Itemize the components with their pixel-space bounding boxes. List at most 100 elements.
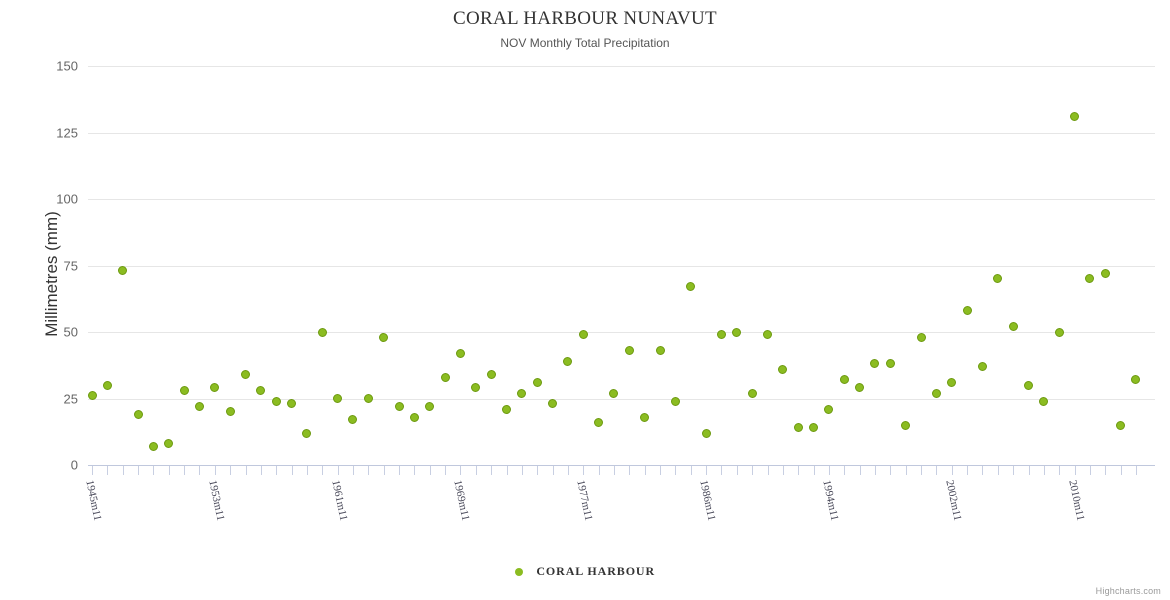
x-axis-tick xyxy=(736,466,738,475)
y-axis-tick-label: 125 xyxy=(56,125,78,140)
x-axis-tick xyxy=(337,466,339,475)
data-point[interactable] xyxy=(686,282,696,292)
x-axis-tick xyxy=(521,466,523,475)
x-axis-tick xyxy=(890,466,892,475)
data-point[interactable] xyxy=(962,306,972,316)
data-point[interactable] xyxy=(548,399,558,409)
data-point[interactable] xyxy=(870,359,880,369)
data-point[interactable] xyxy=(670,396,680,406)
data-point[interactable] xyxy=(502,404,512,414)
data-point[interactable] xyxy=(1100,268,1110,278)
data-point[interactable] xyxy=(931,388,941,398)
data-point[interactable] xyxy=(977,362,987,372)
data-point[interactable] xyxy=(824,404,834,414)
data-point[interactable] xyxy=(1024,380,1033,390)
data-point[interactable] xyxy=(732,327,742,337)
data-point[interactable] xyxy=(701,428,711,438)
data-point[interactable] xyxy=(640,412,650,422)
x-axis-tick xyxy=(491,466,493,475)
data-point[interactable] xyxy=(793,423,803,433)
data-point[interactable] xyxy=(517,388,527,398)
data-point[interactable] xyxy=(317,327,327,337)
x-axis-tick xyxy=(1013,466,1015,475)
data-point[interactable] xyxy=(379,332,389,342)
data-point[interactable] xyxy=(839,375,849,385)
data-point[interactable] xyxy=(1054,327,1064,337)
data-point[interactable] xyxy=(179,386,189,396)
data-point[interactable] xyxy=(194,401,204,411)
x-axis-tick xyxy=(782,466,784,475)
data-point[interactable] xyxy=(210,383,220,393)
x-axis-tick xyxy=(905,466,907,475)
data-point[interactable] xyxy=(1008,322,1018,332)
x-axis-tick xyxy=(951,466,953,475)
x-axis-tick xyxy=(414,466,416,475)
data-point[interactable] xyxy=(363,394,373,403)
data-point[interactable] xyxy=(164,439,174,449)
data-point[interactable] xyxy=(271,396,281,406)
x-axis-tick xyxy=(1105,466,1107,475)
data-point[interactable] xyxy=(624,346,634,356)
data-point[interactable] xyxy=(594,417,604,427)
x-axis-tick xyxy=(184,466,186,475)
x-axis-tick xyxy=(1120,466,1122,475)
x-axis-tick xyxy=(613,466,615,475)
data-point[interactable] xyxy=(333,394,343,403)
data-point[interactable] xyxy=(1070,112,1080,122)
data-point[interactable] xyxy=(1116,420,1126,430)
data-point[interactable] xyxy=(901,420,911,430)
data-point[interactable] xyxy=(394,401,404,411)
data-point[interactable] xyxy=(563,356,573,366)
data-point[interactable] xyxy=(578,330,588,340)
data-point[interactable] xyxy=(885,359,895,369)
data-point[interactable] xyxy=(747,388,757,398)
data-point[interactable] xyxy=(778,364,788,374)
data-point[interactable] xyxy=(947,378,957,388)
data-point[interactable] xyxy=(993,274,1003,284)
data-point[interactable] xyxy=(916,332,926,342)
x-axis-tick xyxy=(644,466,646,475)
data-point[interactable] xyxy=(532,378,542,388)
credits-label[interactable]: Highcharts.com xyxy=(1095,586,1161,596)
x-axis-tick xyxy=(445,466,447,475)
data-point[interactable] xyxy=(455,348,465,358)
legend-item-coral-harbour[interactable]: CORAL HARBOUR xyxy=(514,563,656,581)
x-axis-tick xyxy=(1028,466,1030,475)
data-point[interactable] xyxy=(655,346,665,356)
data-point[interactable] xyxy=(809,423,819,433)
gridline xyxy=(88,332,1155,333)
data-point[interactable] xyxy=(148,441,158,451)
plot-area xyxy=(87,66,1155,466)
data-point[interactable] xyxy=(287,399,297,409)
data-point[interactable] xyxy=(486,370,496,380)
data-point[interactable] xyxy=(609,388,619,398)
data-point[interactable] xyxy=(763,330,772,340)
x-axis-tick xyxy=(1043,466,1045,475)
data-point[interactable] xyxy=(440,372,450,382)
x-axis-tick xyxy=(967,466,969,475)
data-point[interactable] xyxy=(1131,375,1141,385)
data-point[interactable] xyxy=(348,415,358,425)
data-point[interactable] xyxy=(102,380,112,390)
data-point[interactable] xyxy=(118,266,128,276)
data-point[interactable] xyxy=(855,383,865,393)
data-point[interactable] xyxy=(87,391,97,401)
data-point[interactable] xyxy=(409,412,419,422)
data-point[interactable] xyxy=(716,330,726,340)
x-axis-tick-label: 1961m11 xyxy=(328,479,350,522)
data-point[interactable] xyxy=(133,409,143,419)
data-point[interactable] xyxy=(241,370,251,380)
gridline xyxy=(88,66,1155,67)
data-point[interactable] xyxy=(256,386,266,396)
data-point[interactable] xyxy=(425,401,435,411)
data-point[interactable] xyxy=(1085,274,1095,284)
legend: CORAL HARBOUR xyxy=(0,563,1170,581)
data-point[interactable] xyxy=(471,383,481,393)
data-point[interactable] xyxy=(1039,396,1049,406)
legend-item-label: CORAL HARBOUR xyxy=(536,564,656,579)
x-axis-tick-label: 1994m11 xyxy=(820,479,841,522)
data-point[interactable] xyxy=(225,407,235,417)
data-point[interactable] xyxy=(302,428,312,438)
x-axis-tick xyxy=(936,466,938,475)
gridline xyxy=(88,265,1155,267)
